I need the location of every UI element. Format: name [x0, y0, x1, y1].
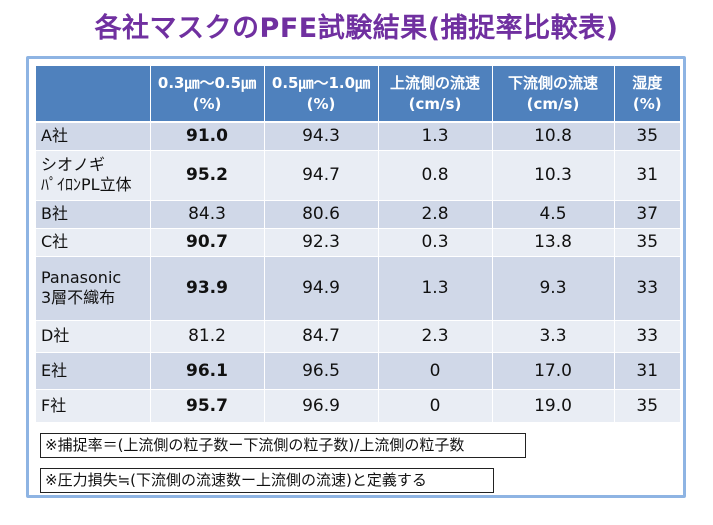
cell-c1: 90.7	[150, 228, 265, 257]
cell-c1: 95.7	[150, 389, 265, 423]
cell-c4: 4.5	[492, 200, 615, 229]
capture-rate-note: ※捕捉率＝(上流側の粒子数ー下流側の粒子数)/上流側の粒子数	[40, 433, 526, 458]
header-downstream-velocity: 下流側の流速 (cm/s)	[492, 66, 615, 123]
table-header-row: 0.3㎛〜0.5㎛ (%) 0.5㎛〜1.0㎛ (%) 上流側の流速 (cm/s) 下…	[36, 66, 680, 123]
cell-c2: 96.5	[264, 352, 379, 390]
row-name-line1: A社	[41, 126, 68, 146]
cell-c1: 81.2	[150, 320, 265, 353]
cell-c2: 94.3	[264, 122, 379, 151]
cell-c5: 35	[614, 122, 680, 151]
cell-c5: 33	[614, 320, 680, 353]
table-row: E社 96.1 96.5 0 17.0 31	[36, 352, 680, 390]
cell-c5: 31	[614, 352, 680, 390]
table-row: C社 90.7 92.3 0.3 13.8 35	[36, 228, 680, 257]
cell-c3: 2.3	[378, 320, 493, 353]
cell-c3: 0.3	[378, 228, 493, 257]
cell-c5: 35	[614, 228, 680, 257]
row-name: B社	[36, 200, 151, 229]
cell-c2: 94.7	[264, 150, 379, 201]
cell-c4: 17.0	[492, 352, 615, 390]
header-upstream-velocity: 上流側の流速 (cm/s)	[378, 66, 493, 123]
cell-c4: 10.3	[492, 150, 615, 201]
row-name-line1: シオノギ	[41, 155, 106, 174]
cell-c5: 37	[614, 200, 680, 229]
cell-c1: 93.9	[150, 256, 265, 321]
cell-c2: 96.9	[264, 389, 379, 423]
row-name-line2: ﾊﾟｲﾛﾝPL立体	[41, 175, 132, 194]
cell-c3: 2.8	[378, 200, 493, 229]
cell-c4: 13.8	[492, 228, 615, 257]
row-name: Panasonic 3層不織布	[36, 256, 151, 321]
cell-c2: 80.6	[264, 200, 379, 229]
header-name	[36, 66, 151, 123]
row-name-line1: F社	[41, 395, 67, 415]
cell-c3: 1.3	[378, 122, 493, 151]
cell-c4: 9.3	[492, 256, 615, 321]
row-name-line1: D社	[41, 326, 70, 345]
header-humidity: 湿度 (%)	[614, 66, 680, 123]
cell-c3: 1.3	[378, 256, 493, 321]
row-name-line1: C社	[41, 232, 69, 251]
table-row: D社 81.2 84.7 2.3 3.3 33	[36, 320, 680, 353]
row-name-line1: E社	[41, 360, 68, 380]
row-name: A社	[36, 122, 151, 151]
cell-c5: 31	[614, 150, 680, 201]
cell-c4: 19.0	[492, 389, 615, 423]
cell-c4: 3.3	[492, 320, 615, 353]
row-name-line1: Panasonic	[41, 268, 122, 287]
row-name: D社	[36, 320, 151, 353]
cell-c2: 92.3	[264, 228, 379, 257]
table-row: シオノギ ﾊﾟｲﾛﾝPL立体 95.2 94.7 0.8 10.3 31	[36, 150, 680, 201]
header-0-5-1-0um: 0.5㎛〜1.0㎛ (%)	[264, 66, 379, 123]
row-name-line1: B社	[41, 204, 68, 223]
row-name: C社	[36, 228, 151, 257]
row-name-line2: 3層不織布	[41, 288, 116, 307]
cell-c1: 84.3	[150, 200, 265, 229]
cell-c1: 96.1	[150, 352, 265, 390]
row-name: E社	[36, 352, 151, 390]
table-row: Panasonic 3層不織布 93.9 94.9 1.3 9.3 33	[36, 256, 680, 321]
pressure-loss-note: ※圧力損失≒(下流側の流速数ー上流側の流速)と定義する	[40, 468, 494, 493]
cell-c2: 94.9	[264, 256, 379, 321]
cell-c3: 0	[378, 352, 493, 390]
cell-c1: 91.0	[150, 122, 265, 151]
row-name: F社	[36, 389, 151, 423]
table-row: B社 84.3 80.6 2.8 4.5 37	[36, 200, 680, 229]
header-0-3-0-5um: 0.3㎛〜0.5㎛ (%)	[150, 66, 265, 123]
cell-c4: 10.8	[492, 122, 615, 151]
cell-c3: 0	[378, 389, 493, 423]
page-title: 各社マスクのPFE試験結果(捕捉率比較表)	[94, 13, 619, 44]
cell-c5: 33	[614, 256, 680, 321]
cell-c2: 84.7	[264, 320, 379, 353]
cell-c5: 35	[614, 389, 680, 423]
table-row: F社 95.7 96.9 0 19.0 35	[36, 389, 680, 423]
cell-c3: 0.8	[378, 150, 493, 201]
pfe-results-table: 0.3㎛〜0.5㎛ (%) 0.5㎛〜1.0㎛ (%) 上流側の流速 (cm/s) 下…	[36, 66, 680, 423]
table-row: A社 91.0 94.3 1.3 10.8 35	[36, 122, 680, 151]
row-name: シオノギ ﾊﾟｲﾛﾝPL立体	[36, 150, 151, 201]
cell-c1: 95.2	[150, 150, 265, 201]
